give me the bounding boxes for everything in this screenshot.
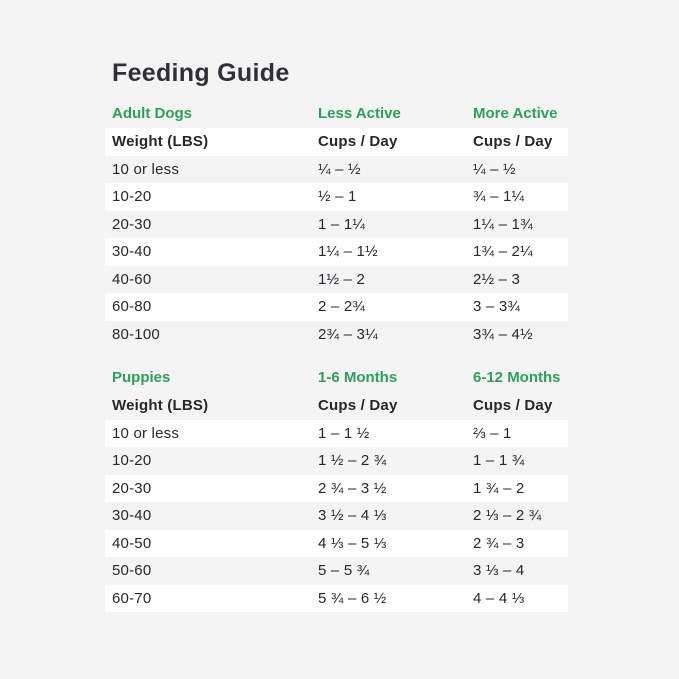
cups-cell: 2 ⅓ – 2 ¾ [473, 507, 542, 525]
less-active-label: Less Active [318, 105, 401, 122]
weight-cell: 40-50 [112, 534, 152, 552]
section-puppies: Puppies 1-6 Months 6-12 Months Weight (L… [105, 368, 568, 612]
weight-cell: 20-30 [112, 215, 152, 233]
cups-cell: 3 – 3¾ [473, 298, 521, 316]
cups-cell: 1 – 1 ½ [318, 424, 370, 442]
cups-cell: 4 ⅓ – 5 ⅓ [318, 534, 387, 552]
cups-cell: 1 ½ – 2 ¾ [318, 452, 387, 470]
table-row: 60-70 5 ¾ – 6 ½ 4 – 4 ⅓ [105, 584, 568, 612]
weight-cell: 10-20 [112, 188, 152, 206]
cups-cell: 1 – 1 ¾ [473, 452, 525, 470]
table-row: 20-30 1 – 1¼ 1¼ – 1¾ [105, 211, 568, 239]
weight-header: Weight (LBS) [112, 397, 209, 415]
weight-cell: 30-40 [112, 243, 152, 261]
section-adult-dogs: Adult Dogs Less Active More Active Weigh… [105, 104, 568, 348]
table-row: 40-60 1½ – 2 2½ – 3 [105, 266, 568, 294]
cups-cell: 3 ½ – 4 ⅓ [318, 507, 387, 525]
cups-day-header: Cups / Day [318, 133, 398, 151]
cups-cell: 5 – 5 ¾ [318, 562, 370, 580]
page-title: Feeding Guide [112, 59, 290, 87]
table-row: 10-20 1 ½ – 2 ¾ 1 – 1 ¾ [105, 447, 568, 475]
weight-header: Weight (LBS) [112, 133, 209, 151]
puppies-table-header-row: Weight (LBS) Cups / Day Cups / Day [105, 392, 568, 420]
table-row: 40-50 4 ⅓ – 5 ⅓ 2 ¾ – 3 [105, 529, 568, 557]
cups-cell: ½ – 1 [318, 188, 357, 206]
weight-cell: 60-80 [112, 298, 152, 316]
cups-cell: 2 – 2¾ [318, 298, 366, 316]
months-6-12-label: 6-12 Months [473, 369, 561, 386]
puppies-table: Weight (LBS) Cups / Day Cups / Day 10 or… [105, 392, 568, 612]
weight-cell: 30-40 [112, 507, 152, 525]
table-row: 60-80 2 – 2¾ 3 – 3¾ [105, 293, 568, 321]
cups-cell: ¼ – ½ [473, 160, 516, 178]
weight-cell: 10-20 [112, 452, 152, 470]
table-row: 10 or less 1 – 1 ½ ⅔ – 1 [105, 419, 568, 447]
cups-cell: 1¾ – 2¼ [473, 243, 533, 261]
adult-dogs-table: Weight (LBS) Cups / Day Cups / Day 10 or… [105, 128, 568, 348]
cups-cell: 2 ¾ – 3 ½ [318, 479, 387, 497]
cups-cell: 2 ¾ – 3 [473, 534, 525, 552]
table-row: 10 or less ¼ – ½ ¼ – ½ [105, 156, 568, 184]
weight-cell: 50-60 [112, 562, 152, 580]
cups-cell: ⅔ – 1 [473, 424, 512, 442]
cups-cell: 5 ¾ – 6 ½ [318, 589, 387, 607]
cups-day-header: Cups / Day [473, 133, 553, 151]
months-1-6-label: 1-6 Months [318, 369, 398, 386]
table-row: 30-40 1¼ – 1½ 1¾ – 2¼ [105, 238, 568, 266]
weight-cell: 10 or less [112, 160, 180, 178]
cups-cell: ¼ – ½ [318, 160, 361, 178]
adult-dogs-label: Adult Dogs [112, 105, 192, 122]
table-row: 20-30 2 ¾ – 3 ½ 1 ¾ – 2 [105, 474, 568, 502]
puppies-label: Puppies [112, 369, 171, 386]
cups-day-header: Cups / Day [318, 397, 398, 415]
cups-cell: 2¾ – 3¼ [318, 325, 378, 343]
table-row: 80-100 2¾ – 3¼ 3¾ – 4½ [105, 321, 568, 349]
more-active-label: More Active [473, 105, 558, 122]
table-row: 30-40 3 ½ – 4 ⅓ 2 ⅓ – 2 ¾ [105, 502, 568, 530]
cups-cell: 2½ – 3 [473, 270, 521, 288]
adult-table-header-row: Weight (LBS) Cups / Day Cups / Day [105, 128, 568, 156]
content-area: Feeding Guide Adult Dogs Less Active Mor… [105, 58, 568, 612]
weight-cell: 20-30 [112, 479, 152, 497]
cups-cell: 1 ¾ – 2 [473, 479, 525, 497]
weight-cell: 40-60 [112, 270, 152, 288]
adult-section-header: Adult Dogs Less Active More Active [105, 104, 568, 124]
cups-cell: 1¼ – 1½ [318, 243, 378, 261]
weight-cell: 80-100 [112, 325, 160, 343]
weight-cell: 10 or less [112, 424, 180, 442]
table-row: 10-20 ½ – 1 ¾ – 1¼ [105, 183, 568, 211]
weight-cell: 60-70 [112, 589, 152, 607]
cups-day-header: Cups / Day [473, 397, 553, 415]
cups-cell: 1½ – 2 [318, 270, 366, 288]
table-row: 50-60 5 – 5 ¾ 3 ⅓ – 4 [105, 557, 568, 585]
cups-cell: 4 – 4 ⅓ [473, 589, 525, 607]
cups-cell: 1 – 1¼ [318, 215, 366, 233]
cups-cell: ¾ – 1¼ [473, 188, 525, 206]
puppies-section-header: Puppies 1-6 Months 6-12 Months [105, 368, 568, 388]
cups-cell: 1¼ – 1¾ [473, 215, 533, 233]
cups-cell: 3 ⅓ – 4 [473, 562, 525, 580]
cups-cell: 3¾ – 4½ [473, 325, 533, 343]
